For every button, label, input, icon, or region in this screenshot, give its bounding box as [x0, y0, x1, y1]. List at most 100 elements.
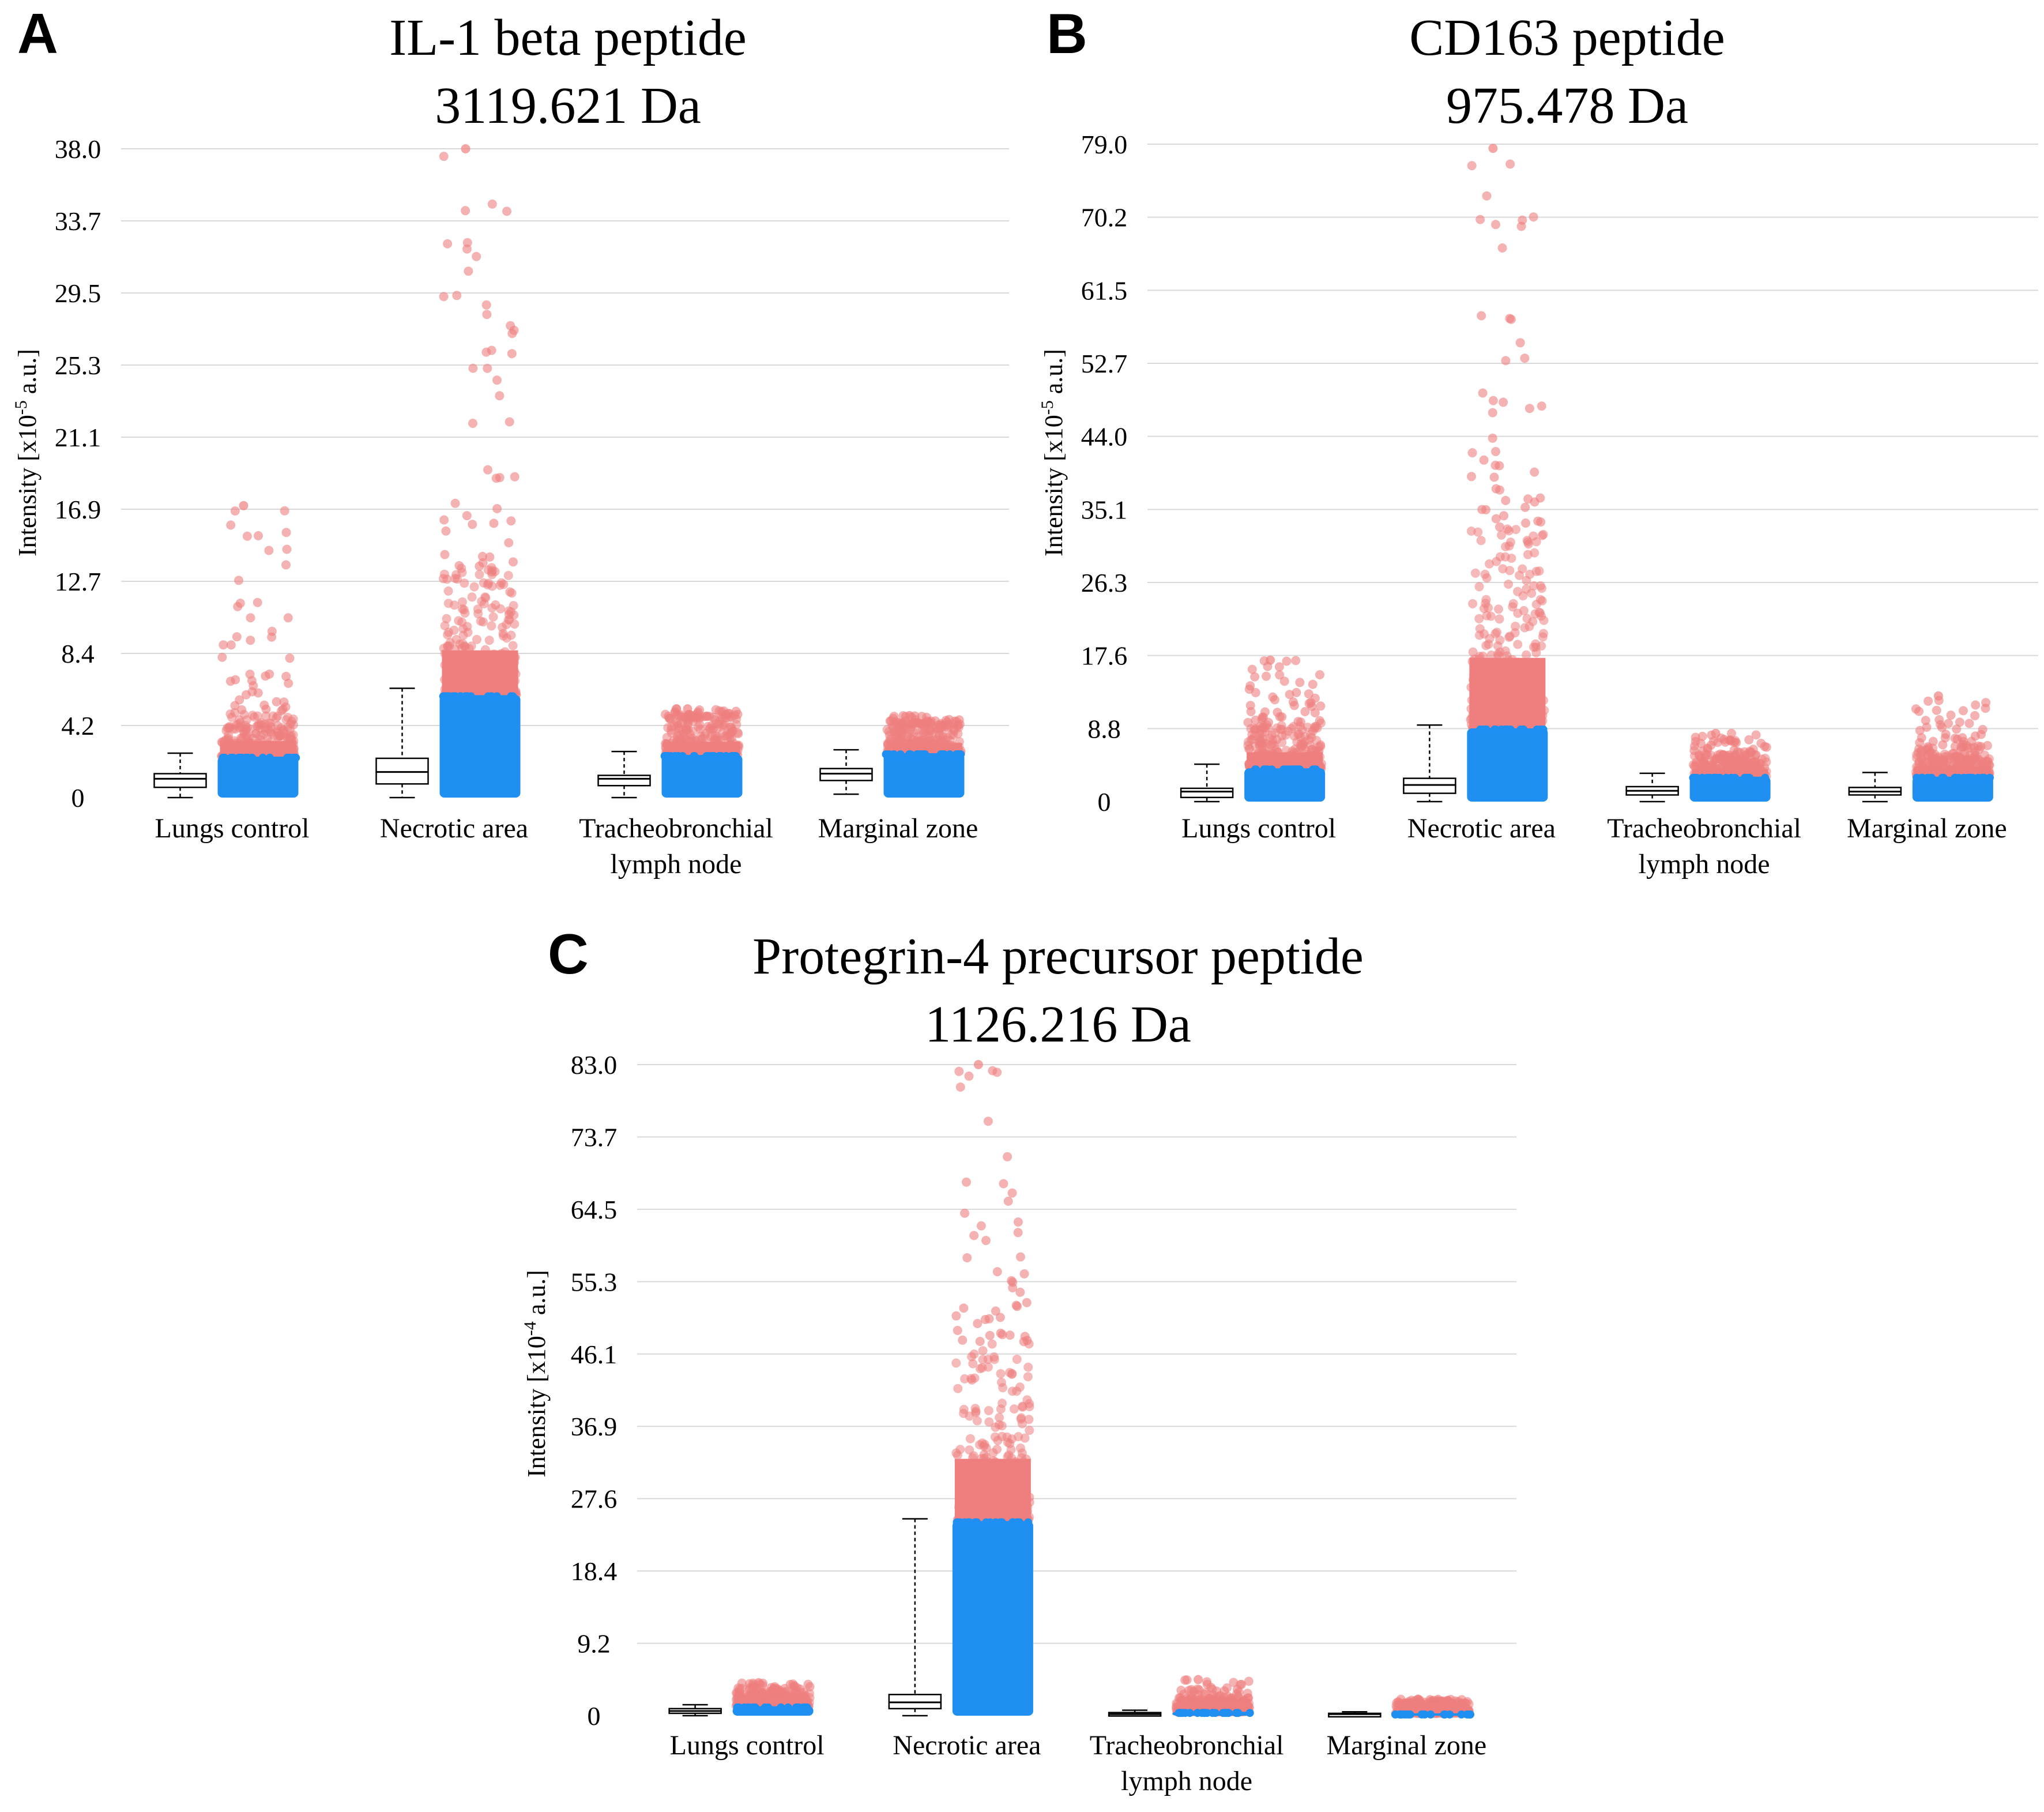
strip-point-low [710, 752, 718, 760]
strip-point-outlier [1022, 1298, 1032, 1307]
strip-point-outlier [1955, 717, 1964, 727]
strip-point-high [1470, 568, 1480, 578]
strip-point-outlier [439, 152, 449, 161]
panel-c-title-line1: Protegrin-4 precursor peptide [752, 928, 1364, 985]
strip-point-outlier [1718, 750, 1727, 760]
strip-point-outlier [462, 511, 472, 521]
strip-point-outlier [1282, 656, 1292, 666]
strip-point-low [1457, 1710, 1466, 1719]
category-0: Lungs control [668, 1678, 825, 1761]
strip-point-low [1690, 773, 1699, 782]
panel-a-plot: 0 4.2 8.4 12.7 16.9 21.1 25.3 29.5 33.7 38.0 Lungs… [55, 134, 1009, 879]
strip-point-outlier [254, 531, 263, 540]
strip-point-outlier [1243, 1693, 1253, 1703]
strip-point-high [289, 720, 298, 730]
strip-point-outlier [1222, 1683, 1232, 1693]
strip-point-max [461, 144, 470, 153]
strip-point-high [458, 630, 468, 640]
strip-dense-low [1467, 728, 1548, 802]
strip-point-low [441, 692, 449, 701]
strip-point-outlier [964, 1072, 974, 1081]
strip-point-high [233, 719, 243, 729]
strip-point-high [1474, 614, 1484, 623]
strip-point-high [937, 736, 947, 745]
strip-point-outlier [983, 1116, 993, 1126]
strip-point-high [484, 636, 494, 645]
strip-point-low [456, 692, 465, 701]
strip-point-high [1474, 582, 1484, 592]
strip-point-outlier [984, 1314, 994, 1324]
strip-point-outlier [1745, 746, 1755, 756]
strip-point-outlier [1946, 710, 1956, 720]
strip-point-outlier [943, 719, 953, 729]
strip-point-high [1017, 1419, 1027, 1428]
panel-b-letter: B [1047, 2, 1087, 65]
strip-point-outlier [1520, 354, 1530, 363]
strip-point-high [1494, 604, 1503, 614]
strip-point-outlier [991, 1306, 1000, 1316]
strip-point-high [1468, 647, 1478, 657]
strip-point-outlier [1506, 314, 1516, 324]
strip-point-high [457, 617, 467, 627]
strip-point-low [1252, 765, 1260, 774]
strip-point-outlier [1488, 433, 1497, 443]
strip-point-outlier [235, 599, 245, 608]
strip-point-high [967, 1375, 977, 1385]
strip-point-low [661, 752, 670, 760]
strip-point-high [1508, 599, 1518, 608]
strip-point-outlier [954, 715, 964, 725]
strip-point-outlier [1223, 1691, 1233, 1701]
strip-point-outlier [936, 719, 946, 728]
strip-point-outlier [1701, 749, 1711, 759]
strip-point-outlier [975, 1337, 985, 1346]
strip-point-outlier [992, 1267, 1002, 1277]
strip-point-outlier [282, 544, 292, 554]
strip-point-outlier [1277, 712, 1287, 722]
strip-point-outlier [1315, 716, 1324, 725]
panel-a-title-line1: IL-1 beta peptide [389, 9, 747, 66]
strip-point-outlier [1245, 681, 1255, 691]
strip-point-outlier [1311, 693, 1320, 703]
panel-a: A IL-1 beta peptide 3119.621 Da Intensit… [12, 2, 1009, 879]
strip-point-outlier [1016, 1252, 1025, 1262]
strip-point-high [1475, 624, 1485, 634]
y-tick-label: 0 [71, 783, 85, 813]
strip-point-outlier [505, 417, 514, 427]
strip-point-high [473, 609, 483, 619]
strip-point-low [702, 752, 711, 760]
strip-point-outlier [481, 347, 491, 357]
strip-point-high [1520, 623, 1530, 633]
strip-point-low [1185, 1709, 1194, 1717]
strip-point-outlier [1310, 708, 1320, 717]
strip-point-high [1023, 1372, 1033, 1382]
strip-point-high [1025, 1402, 1034, 1411]
strip-point-outlier [1520, 502, 1530, 512]
strip-point-max [1488, 144, 1498, 153]
strip-point-outlier [1013, 1228, 1023, 1238]
y-tick-label: 8.8 [1087, 714, 1121, 743]
strip-point-high [476, 616, 485, 626]
category-1: Necrotic area [1403, 144, 1556, 844]
panel-b: B CD163 peptide 975.478 Da Intensity [x1… [1038, 2, 2038, 879]
strip-point-outlier [1308, 679, 1318, 689]
strip-point-outlier [506, 321, 515, 330]
strip-point-outlier [1003, 1196, 1013, 1206]
strip-dense-low [661, 754, 743, 798]
strip-point-low [1743, 773, 1752, 782]
strip-point-high [281, 715, 291, 725]
strip-point-high [1522, 614, 1532, 623]
x-category-label: Marginal zone [1847, 813, 2007, 844]
strip-point-outlier [973, 1319, 983, 1328]
strip-point-high [225, 723, 235, 732]
strip-point-outlier [1011, 1300, 1021, 1310]
y-tick-label: 21.1 [55, 423, 101, 452]
y-tick-label: 46.1 [571, 1340, 618, 1369]
y-tick-label: 83.0 [571, 1050, 618, 1080]
strip-point-high [1484, 640, 1493, 649]
strip-point-high [1492, 627, 1501, 637]
strip-point-high [1535, 595, 1545, 604]
strip-point-outlier [478, 551, 487, 561]
strip-point-high [1522, 650, 1531, 660]
strip-point-high [1010, 1404, 1019, 1414]
strip-point-high [1922, 750, 1932, 760]
